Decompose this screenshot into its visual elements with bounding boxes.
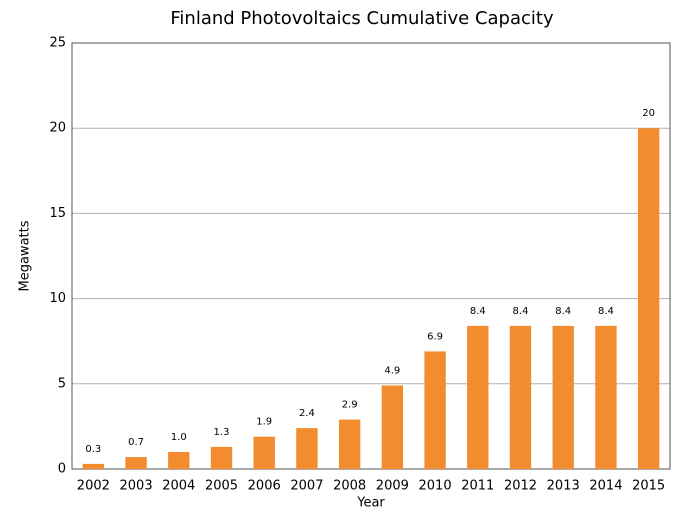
bar: [210, 446, 233, 469]
value-label: 4.9: [384, 366, 400, 377]
value-label: 1.9: [256, 417, 272, 428]
y-tick-label: 25: [49, 36, 66, 51]
x-axis-label: Year: [356, 496, 385, 511]
x-tick-label: 2002: [77, 479, 110, 494]
x-tick-label: 2007: [290, 479, 323, 494]
bar: [168, 451, 190, 469]
value-label: 1.3: [214, 427, 230, 438]
value-label: 0.3: [85, 444, 101, 455]
y-tick-label: 0: [58, 462, 66, 477]
x-tick-label: 2013: [547, 479, 580, 494]
x-tick-label: 2005: [205, 479, 238, 494]
bar: [125, 457, 147, 469]
value-label: 8.4: [470, 306, 486, 317]
chart-title: Finland Photovoltaics Cumulative Capacit…: [170, 8, 554, 29]
y-axis-label: Megawatts: [18, 220, 33, 291]
value-label: 8.4: [513, 306, 529, 317]
x-tick-label: 2011: [461, 479, 494, 494]
x-tick-label: 2010: [419, 479, 452, 494]
value-label: 0.7: [128, 437, 144, 448]
bar: [296, 428, 318, 469]
value-label: 8.4: [555, 306, 571, 317]
x-tick-label: 2014: [589, 479, 622, 494]
bar: [595, 325, 617, 469]
x-tick-label: 2012: [504, 479, 537, 494]
value-label: 1.0: [171, 432, 187, 443]
bar: [424, 351, 446, 469]
value-label: 20: [642, 108, 655, 119]
x-tick-label: 2009: [376, 479, 409, 494]
x-tick-label: 2008: [333, 479, 366, 494]
y-tick-label: 5: [58, 376, 66, 391]
x-tick-label: 2015: [632, 479, 665, 494]
bar: [381, 385, 404, 469]
value-label: 6.9: [427, 331, 443, 342]
value-label: 2.9: [342, 400, 358, 411]
plot-frame: [71, 42, 671, 470]
x-tick-label: 2004: [162, 479, 195, 494]
y-tick-label: 10: [49, 291, 66, 306]
bar: [637, 128, 660, 469]
bar: [467, 325, 489, 469]
x-tick-label: 2006: [248, 479, 281, 494]
bar: [509, 325, 532, 469]
y-tick-label: 20: [49, 121, 66, 136]
bar: [82, 463, 105, 469]
bar: [338, 419, 361, 469]
x-tick-label: 2003: [120, 479, 153, 494]
value-label: 8.4: [598, 306, 614, 317]
y-tick-label: 15: [49, 206, 66, 221]
value-label: 2.4: [299, 408, 315, 419]
bar: [253, 436, 275, 469]
bar: [552, 325, 574, 469]
